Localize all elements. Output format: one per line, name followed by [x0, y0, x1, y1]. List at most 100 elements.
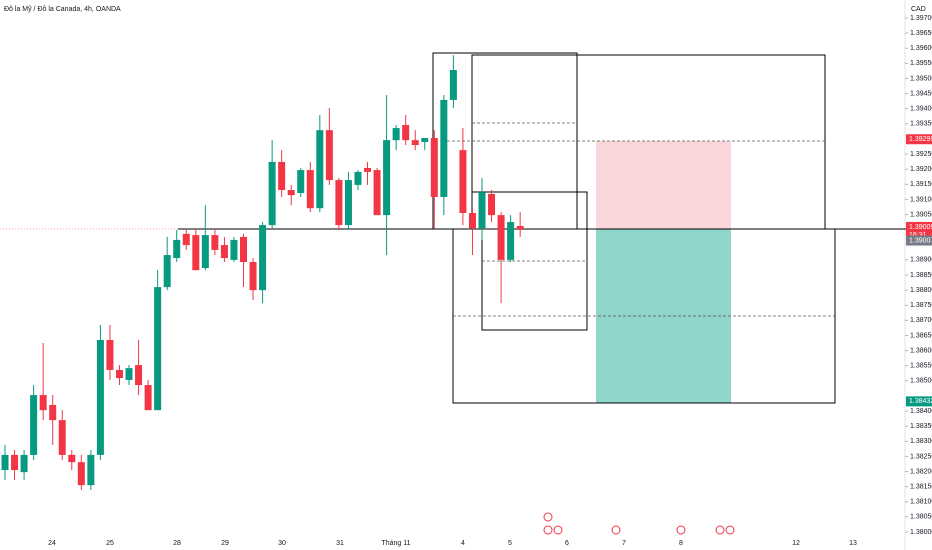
candle-body: [87, 454, 95, 486]
candle-body: [230, 239, 238, 260]
price-marker-label: 1.39009: [909, 224, 932, 231]
y-tick-label: 1.38150: [910, 483, 932, 490]
y-tick-label: 1.38550: [910, 363, 932, 370]
candle-body: [306, 170, 314, 209]
candle-body: [30, 395, 38, 455]
candle-body: [163, 255, 171, 288]
x-tick-label: 13: [849, 540, 857, 547]
x-tick-label: 12: [792, 540, 800, 547]
currency-label: CAD: [911, 6, 926, 13]
candle-body: [430, 138, 438, 197]
y-tick-label: 1.38500: [910, 378, 932, 385]
candle-body: [278, 161, 286, 191]
candle-body: [287, 190, 295, 196]
candle-body: [173, 239, 181, 259]
y-tick-label: 1.38800: [910, 287, 932, 294]
candle-body: [373, 170, 381, 216]
y-tick-label: 1.39700: [910, 15, 932, 22]
price-marker: [906, 134, 932, 145]
x-tick-label: 24: [48, 540, 56, 547]
candle-body: [488, 193, 496, 216]
candle-body: [344, 180, 352, 226]
x-tick-label: 25: [106, 540, 114, 547]
candle-body: [77, 462, 85, 486]
event-icon: [543, 525, 553, 535]
candle-body: [392, 128, 400, 141]
candle-body: [411, 140, 419, 145]
event-icon: [715, 525, 725, 535]
y-tick-label: 1.38200: [910, 468, 932, 475]
candle-body: [125, 368, 133, 380]
candle-body: [249, 261, 257, 291]
candle-body: [421, 138, 429, 142]
y-tick-label: 1.39250: [910, 151, 932, 158]
stop-zone: [596, 141, 731, 229]
price-marker-label: 1.38432: [909, 398, 932, 405]
y-tick-label: 1.39550: [910, 60, 932, 67]
candle-body: [39, 395, 47, 411]
event-icons: [543, 512, 735, 535]
candle-body: [325, 130, 333, 181]
candle-body: [49, 405, 57, 421]
y-tick-label: 1.39450: [910, 90, 932, 97]
event-icon: [611, 525, 621, 535]
x-tick-label: 6: [565, 540, 569, 547]
candle-body: [316, 130, 324, 209]
y-tick-label: 1.38300: [910, 438, 932, 445]
event-icon: [725, 525, 735, 535]
x-tick-label: 4: [461, 540, 465, 547]
x-tick-label: 31: [336, 540, 344, 547]
y-tick-label: 1.38750: [910, 302, 932, 309]
candle-body: [354, 171, 362, 185]
y-tick-label: 1.39350: [910, 121, 932, 128]
y-tick-label: 1.38700: [910, 317, 932, 324]
y-tick-label: 1.38000: [910, 529, 932, 536]
y-tick-label: 1.39400: [910, 106, 932, 113]
candle-body: [144, 385, 152, 411]
candle-body: [192, 235, 200, 271]
candle-body: [96, 340, 104, 455]
candle-body: [364, 167, 372, 172]
candle-body: [478, 192, 486, 229]
candle-body: [20, 454, 28, 473]
x-tick-label: 28: [173, 540, 181, 547]
chart-title: Đô la Mỹ / Đô la Canada, 4h, OANDA: [4, 6, 121, 13]
y-tick-label: 1.39050: [910, 211, 932, 218]
price-marker-time: 16:31: [909, 232, 927, 239]
event-icon: [543, 512, 553, 522]
y-tick-label: 1.38050: [910, 514, 932, 521]
y-tick-label: 1.38650: [910, 332, 932, 339]
price-marker-label: 1.39007: [909, 237, 932, 244]
x-tick-label: 30: [278, 540, 286, 547]
candle-body: [259, 225, 267, 291]
event-icon: [676, 525, 686, 535]
candle-body: [106, 340, 114, 370]
candle-body: [115, 369, 123, 379]
x-tick-label: 29: [221, 540, 229, 547]
candle-body: [201, 235, 209, 269]
candle-body: [58, 420, 66, 455]
candle-body: [240, 236, 247, 262]
price-marker: [906, 396, 932, 407]
y-tick-label: 1.38350: [910, 423, 932, 430]
event-icon: [553, 525, 563, 535]
candle-body: [220, 245, 228, 259]
x-tick-label: 7: [622, 540, 626, 547]
candle-body: [1, 454, 9, 471]
candle-body: [516, 226, 524, 230]
x-tick-label: Tháng 11: [381, 540, 410, 547]
y-tick-label: 1.38100: [910, 499, 932, 506]
candle-body: [182, 233, 190, 246]
y-tick-label: 1.39100: [910, 196, 932, 203]
price-marker: [906, 221, 932, 240]
candle-body: [68, 454, 76, 463]
candle-body: [459, 150, 467, 214]
y-tick-label: 1.39150: [910, 181, 932, 188]
candle-body: [383, 140, 391, 216]
candle-body: [268, 161, 276, 226]
y-tick-label: 1.39600: [910, 45, 932, 52]
candle-body: [402, 125, 410, 141]
candle-body: [440, 99, 448, 197]
